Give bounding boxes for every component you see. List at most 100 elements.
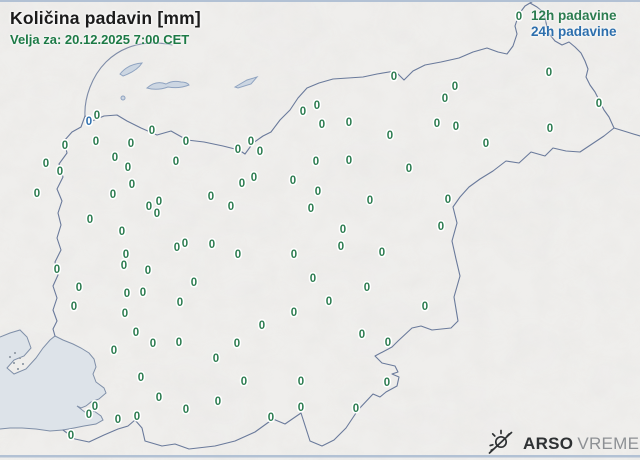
station-value-12h: 0: [125, 162, 131, 174]
station-value-12h: 0: [182, 238, 188, 250]
station-value-12h: 0: [208, 191, 214, 203]
station-value-12h: 0: [183, 136, 189, 148]
station-value-12h: 0: [235, 249, 241, 261]
station-value-12h: 0: [259, 320, 265, 332]
station-value-12h: 0: [314, 100, 320, 112]
station-value-12h: 0: [290, 175, 296, 187]
station-value-12h: 0: [442, 93, 448, 105]
station-value-12h: 0: [438, 221, 444, 233]
station-value-12h: 0: [68, 430, 74, 442]
station-value-12h: 0: [346, 117, 352, 129]
station-value-12h: 0: [387, 130, 393, 142]
station-value-12h: 0: [248, 136, 254, 148]
station-value-12h: 0: [346, 155, 352, 167]
station-value-12h: 0: [94, 110, 100, 122]
station-value-12h: 0: [422, 301, 428, 313]
station-value-12h: 0: [453, 121, 459, 133]
station-value-12h: 0: [134, 411, 140, 423]
station-value-12h: 0: [128, 138, 134, 150]
station-value-12h: 0: [546, 67, 552, 79]
station-value-12h: 0: [315, 186, 321, 198]
station-value-12h: 0: [87, 214, 93, 226]
station-value-12h: 0: [176, 337, 182, 349]
station-value-12h: 0: [146, 201, 152, 213]
station-value-12h: 0: [596, 98, 602, 110]
station-value-12h: 0: [291, 307, 297, 319]
station-value-12h: 0: [133, 327, 139, 339]
station-value-12h: 0: [353, 403, 359, 415]
station-values-layer: 0 0 0 0 0 0 0 0 0 0 0 0 0 0 0 0 0 0 0 0 0 0 0 0 0 0 0 0 0 0 0 0 0 0 0 0 0 0 0 0…: [32, 10, 603, 444]
station-value-12h: 0: [209, 239, 215, 251]
national-borders: [52, 0, 640, 450]
station-value-12h: 0: [310, 273, 316, 285]
border-austria-italy: [84, 42, 173, 117]
border-hungary-croatia: [613, 127, 640, 137]
station-value-12h: 0: [154, 208, 160, 220]
station-value-12h: 0: [76, 282, 82, 294]
station-value-12h: 0: [367, 195, 373, 207]
station-value-12h: 0: [326, 296, 332, 308]
station-value-12h: 0: [110, 189, 116, 201]
station-value-12h: 0: [445, 194, 451, 206]
border-slovenia-italy: [52, 115, 86, 337]
station-value-12h: 0: [298, 402, 304, 414]
station-value-12h: 0: [340, 224, 346, 236]
station-value-12h: 0: [364, 282, 370, 294]
frame-line-bottom: [0, 455, 640, 458]
trieste-urban-dots: [9, 352, 24, 370]
frame-line-top: [0, 0, 640, 2]
station-value-12h: 0: [406, 163, 412, 175]
station-value-24h: 0: [86, 116, 92, 128]
station-value-12h: 0: [86, 409, 92, 421]
station-value-12h: 0: [121, 260, 127, 272]
station-value-12h: 0: [140, 287, 146, 299]
station-value-12h: 0: [71, 301, 77, 313]
station-value-12h: 0: [150, 338, 156, 350]
station-value-12h: 0: [241, 376, 247, 388]
station-value-12h: 0: [251, 172, 257, 184]
station-value-12h: 0: [213, 353, 219, 365]
station-value-12h: 0: [111, 345, 117, 357]
station-value-12h: 0: [183, 404, 189, 416]
station-value-12h: 0: [138, 372, 144, 384]
station-value-12h: 0: [234, 338, 240, 350]
valid-time-label: Velja za: 20.12.2025 7:00 CET: [10, 32, 190, 47]
station-value-12h: 0: [156, 196, 162, 208]
station-value-12h: 0: [43, 158, 49, 170]
station-value-12h: 0: [191, 277, 197, 289]
sun-crossed-icon: [487, 429, 514, 459]
station-value-12h: 0: [235, 144, 241, 156]
station-value-12h: 0: [173, 156, 179, 168]
station-value-12h: 0: [483, 138, 489, 150]
station-value-12h: 0: [57, 166, 63, 178]
station-value-12h: 0: [257, 146, 263, 158]
station-value-12h: 0: [319, 119, 325, 131]
station-value-12h: 0: [215, 396, 221, 408]
station-value-12h: 0: [174, 242, 180, 254]
station-value-12h: 0: [434, 118, 440, 130]
station-value-12h: 0: [177, 297, 183, 309]
station-value-12h: 0: [268, 412, 274, 424]
coastline: [0, 329, 107, 432]
arso-vreme-logo: ARSO VREME: [487, 429, 639, 459]
station-value-12h: 0: [239, 178, 245, 190]
station-value-12h: 0: [547, 123, 553, 135]
legend-item-12h: 12h padavine: [531, 8, 617, 23]
logo-product: VREME: [577, 434, 640, 453]
station-value-12h: 0: [123, 249, 129, 261]
station-value-12h: 0: [300, 106, 306, 118]
station-value-12h: 0: [379, 247, 385, 259]
station-value-12h: 0: [93, 136, 99, 148]
station-value-12h: 0: [338, 241, 344, 253]
station-value-12h: 0: [149, 125, 155, 137]
station-value-12h: 0: [298, 376, 304, 388]
legend: 12h padavine 24h padavine: [531, 8, 617, 40]
station-value-12h: 0: [54, 264, 60, 276]
station-value-12h: 0: [385, 337, 391, 349]
station-value-12h: 0: [62, 140, 68, 152]
lakes: [119, 62, 259, 101]
station-value-12h: 0: [34, 188, 40, 200]
sea-gulf-of-trieste: [0, 330, 106, 431]
station-value-12h: 0: [228, 201, 234, 213]
